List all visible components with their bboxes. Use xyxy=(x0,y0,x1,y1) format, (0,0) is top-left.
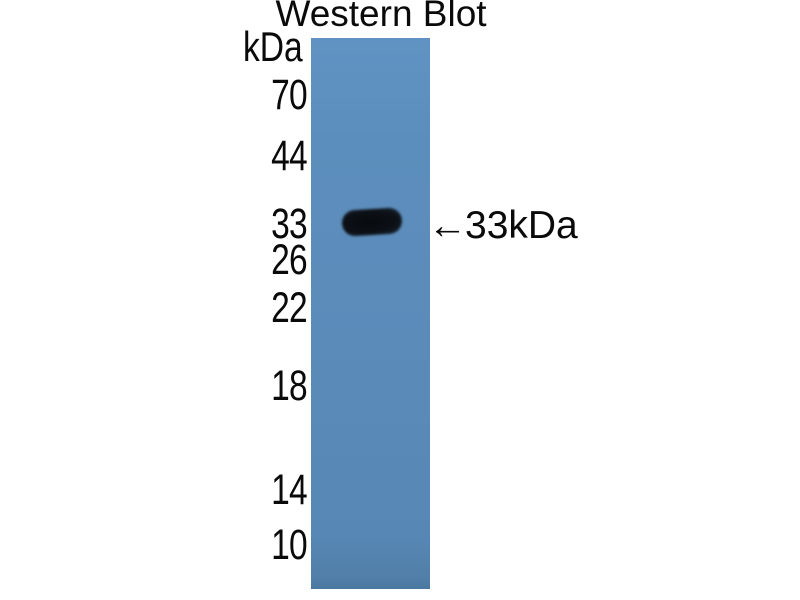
ladder-marker-26: 26 xyxy=(271,236,308,284)
left-arrow-icon: ← xyxy=(428,204,467,247)
band-weight-label: 33kDa xyxy=(465,204,578,247)
kda-unit-label: kDa xyxy=(243,23,303,70)
blot-lane xyxy=(311,38,430,589)
band-annotation: ←33kDa xyxy=(428,206,578,245)
ladder-marker-33: 33 xyxy=(271,200,308,248)
figure-title: Western Blot xyxy=(275,0,487,34)
ladder-marker-22: 22 xyxy=(271,284,308,332)
ladder-marker-44: 44 xyxy=(271,132,308,180)
ladder-marker-18: 18 xyxy=(271,362,308,410)
ladder-marker-10: 10 xyxy=(271,521,308,569)
ladder-marker-70: 70 xyxy=(271,71,308,119)
ladder-marker-14: 14 xyxy=(271,466,308,514)
protein-band xyxy=(341,207,403,237)
